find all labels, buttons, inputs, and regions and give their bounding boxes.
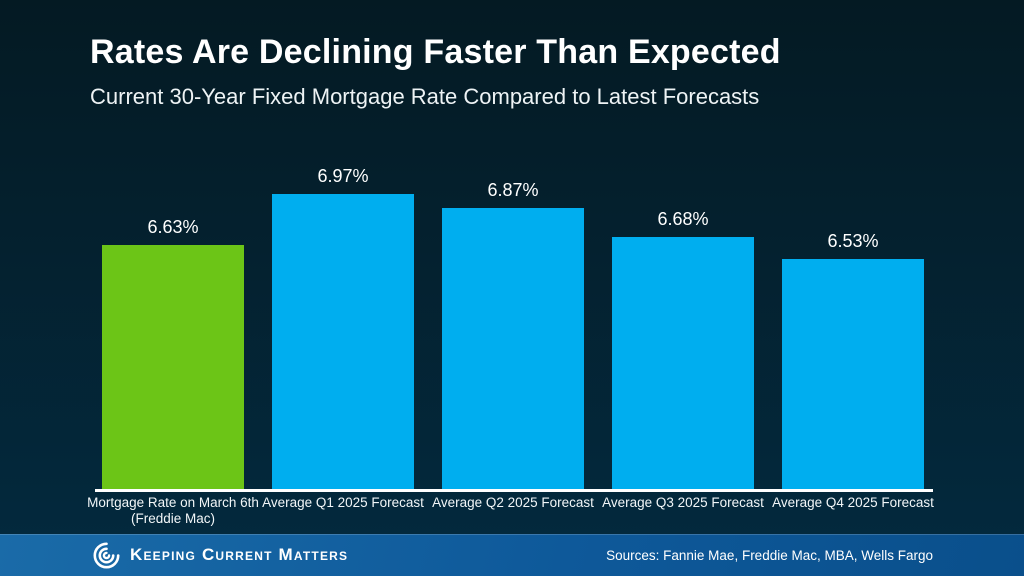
bar-value-label: 6.63% (147, 217, 199, 237)
bar-category-label: Average Q3 2025 Forecast (572, 495, 794, 511)
bar-category-label: Average Q1 2025 Forecast (232, 495, 454, 511)
bar (612, 237, 754, 489)
category-line: Average Q4 2025 Forecast (772, 495, 934, 510)
bar (782, 259, 924, 489)
category-line: Average Q3 2025 Forecast (602, 495, 764, 510)
bar-value-label: 6.87% (487, 180, 539, 200)
sources-text: Sources: Fannie Mae, Freddie Mac, MBA, W… (606, 547, 933, 563)
bar-value-label: 6.97% (317, 166, 369, 186)
x-axis-line (95, 489, 933, 492)
bar (272, 194, 414, 489)
bar-value-label: 6.68% (657, 209, 709, 229)
bar (102, 245, 244, 489)
slide-title: Rates Are Declining Faster Than Expected (90, 33, 781, 71)
bar-category-label: Mortgage Rate on March 6th (Freddie Mac) (62, 495, 284, 527)
kcm-swirl-logo-icon (93, 542, 120, 568)
category-line: Average Q1 2025 Forecast (262, 495, 424, 510)
footer-bar: Keeping Current Matters Sources: Fannie … (0, 534, 1024, 576)
brand-name: Keeping Current Matters (130, 545, 349, 564)
category-line: Mortgage Rate on March 6th (87, 495, 259, 510)
bar (442, 208, 584, 489)
bar-category-label: Average Q4 2025 Forecast (742, 495, 964, 511)
slide-subtitle: Current 30-Year Fixed Mortgage Rate Comp… (90, 84, 760, 109)
category-line: (Freddie Mac) (130, 511, 216, 526)
bar-value-label: 6.53% (827, 231, 879, 251)
brand: Keeping Current Matters (93, 542, 348, 569)
category-line: Average Q2 2025 Forecast (432, 495, 594, 510)
bar-category-label: Average Q2 2025 Forecast (402, 495, 624, 511)
